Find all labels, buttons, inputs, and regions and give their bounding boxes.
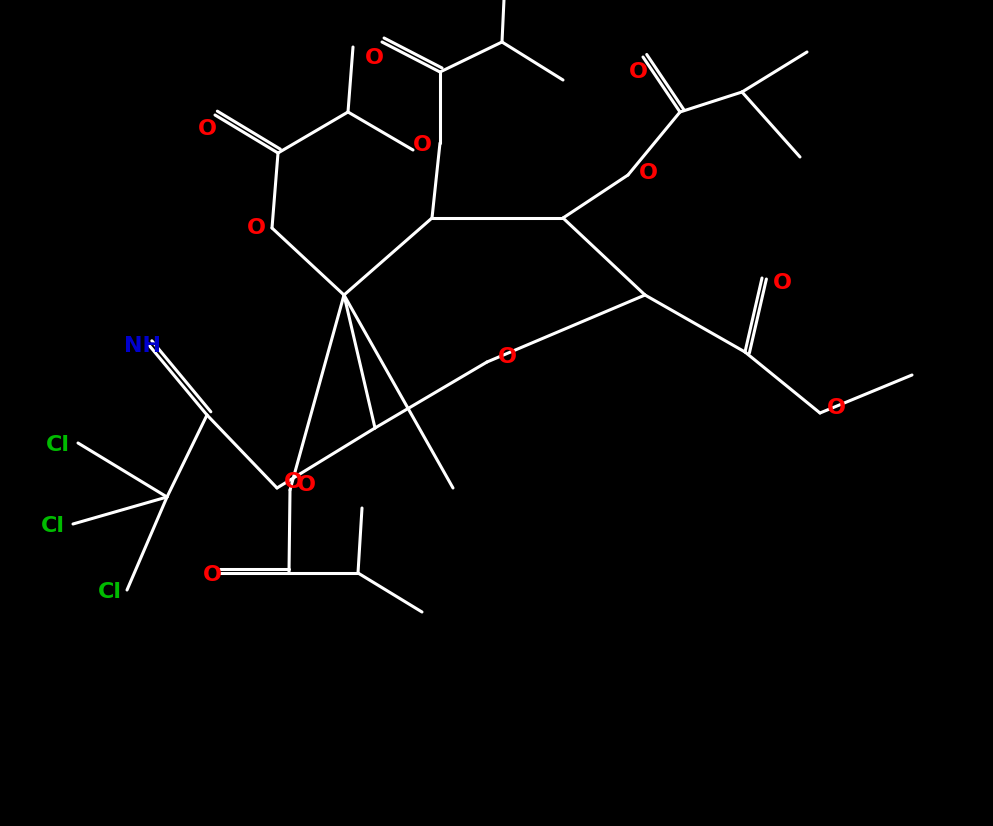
Text: O: O <box>826 398 845 418</box>
Text: O: O <box>198 119 216 139</box>
Text: O: O <box>283 472 303 492</box>
Text: O: O <box>412 135 432 155</box>
Text: O: O <box>629 62 647 82</box>
Text: O: O <box>246 218 265 238</box>
Text: O: O <box>297 475 316 495</box>
Text: O: O <box>203 565 221 585</box>
Text: NH: NH <box>123 336 161 356</box>
Text: O: O <box>638 163 657 183</box>
Text: O: O <box>364 48 383 68</box>
Text: O: O <box>773 273 791 293</box>
Text: O: O <box>497 347 516 367</box>
Text: Cl: Cl <box>98 582 122 602</box>
Text: Cl: Cl <box>46 435 70 455</box>
Text: Cl: Cl <box>41 516 65 536</box>
